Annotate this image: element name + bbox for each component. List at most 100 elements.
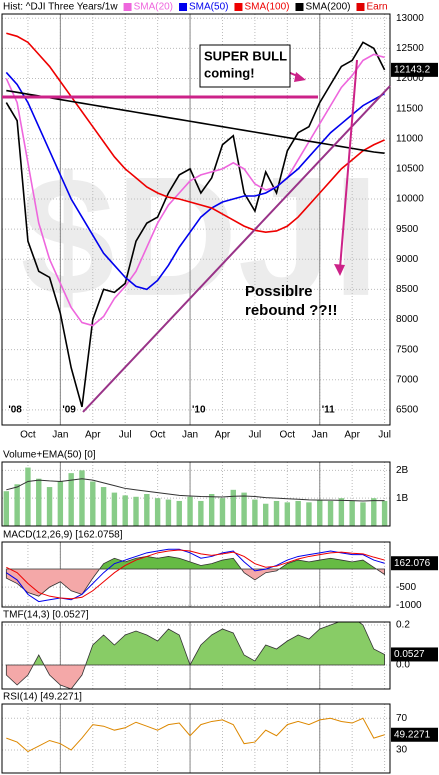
y-tick-label: 0.0 bbox=[396, 660, 410, 671]
value-box-label: 12143.2 bbox=[394, 64, 431, 75]
panel: $DJI'08'09'10'11 650070007500800085009000… bbox=[1, 2, 438, 441]
legend-label: SMA(100) bbox=[244, 2, 289, 13]
volume-bar bbox=[46, 487, 53, 526]
volume-bar bbox=[165, 499, 172, 526]
y-tick-label: 8500 bbox=[396, 284, 419, 295]
note-box bbox=[199, 44, 291, 88]
series-line bbox=[6, 717, 385, 753]
volume-bar bbox=[176, 500, 182, 526]
x-tick-label: Apr bbox=[344, 430, 360, 441]
series-line bbox=[6, 89, 385, 155]
volume-bar bbox=[360, 502, 366, 526]
y-tick-label: 10000 bbox=[396, 194, 424, 205]
panel-title: TMF(14,3) [0.0527] bbox=[3, 610, 89, 621]
trend-line bbox=[82, 85, 391, 413]
legend-swatch bbox=[179, 3, 188, 11]
annotation: rebound ??!! bbox=[245, 302, 337, 319]
value-box-label: 49.2271 bbox=[394, 729, 431, 740]
legend-swatch bbox=[234, 3, 243, 11]
value-box-label: 0.0527 bbox=[394, 649, 425, 660]
x-tick-label: Oct bbox=[280, 430, 296, 441]
value-box bbox=[391, 62, 438, 77]
plot-frame bbox=[1, 461, 391, 527]
series-line bbox=[6, 549, 385, 600]
arrow bbox=[339, 59, 358, 269]
x-tick-label: Jul bbox=[249, 430, 262, 441]
area-up bbox=[5, 622, 385, 665]
volume-bar bbox=[198, 500, 204, 526]
year-label: '11 bbox=[322, 405, 335, 416]
annotation: coming! bbox=[204, 65, 255, 80]
arrow-head bbox=[294, 72, 306, 82]
year-label: '09 bbox=[62, 405, 76, 416]
volume-bar bbox=[79, 470, 85, 526]
y-tick-label: -1000 bbox=[396, 600, 422, 611]
y-tick-label: -500 bbox=[396, 582, 416, 593]
plot-frame bbox=[1, 703, 391, 774]
x-tick-label: Jan bbox=[52, 430, 68, 441]
volume-bar bbox=[273, 500, 280, 526]
volume-bar bbox=[144, 494, 150, 526]
y-tick-label: 0.2 bbox=[396, 620, 410, 631]
y-tick-label: 9500 bbox=[396, 224, 419, 235]
y-tick-label: 7000 bbox=[396, 374, 419, 385]
area-up bbox=[5, 556, 385, 570]
arrow-head bbox=[334, 264, 345, 276]
y-tick-label: 11000 bbox=[396, 133, 424, 144]
value-box bbox=[391, 556, 438, 571]
volume-bar bbox=[327, 500, 334, 526]
value-box bbox=[391, 727, 438, 742]
year-label: '10 bbox=[192, 405, 206, 416]
y-tick-label: 12000 bbox=[396, 73, 424, 84]
x-tick-label: Jul bbox=[119, 430, 132, 441]
x-tick-label: Oct bbox=[20, 430, 36, 441]
panel-title: Hist: ^DJI Three Years/1w bbox=[3, 2, 118, 13]
volume-bar bbox=[57, 481, 64, 526]
volume-bar bbox=[349, 500, 355, 526]
volume-bar bbox=[317, 499, 323, 526]
volume-bar bbox=[68, 473, 74, 526]
price-line bbox=[5, 41, 386, 408]
panel-title: MACD(12,26,9) [162.0758] bbox=[3, 530, 123, 541]
area-down bbox=[5, 569, 385, 597]
legend-swatch bbox=[123, 3, 132, 11]
panel: 2B 1B Volume+EMA(50) [0] bbox=[1, 450, 409, 527]
legend-label: Earn bbox=[367, 2, 388, 13]
plot-frame bbox=[1, 541, 391, 608]
volume-bar bbox=[263, 503, 269, 526]
x-tick-label: Apr bbox=[215, 430, 231, 441]
x-tick-label: Jul bbox=[378, 430, 391, 441]
volume-bar bbox=[90, 481, 96, 526]
y-tick-label: 13000 bbox=[396, 13, 424, 24]
volume-bar bbox=[36, 478, 42, 526]
volume-bar bbox=[306, 502, 312, 526]
y-tick-label: 8000 bbox=[396, 314, 419, 325]
value-box-label: 162.076 bbox=[394, 558, 431, 569]
y-tick-label: 9000 bbox=[396, 254, 419, 265]
volume-bar bbox=[230, 489, 236, 526]
series-line bbox=[6, 32, 385, 233]
y-tick-label: 6500 bbox=[396, 405, 419, 416]
legend-swatch bbox=[356, 3, 365, 11]
y-tick-label: 70 bbox=[396, 713, 408, 724]
annotation: Possiblre bbox=[245, 283, 313, 300]
legend-swatch bbox=[295, 3, 304, 11]
volume-bar bbox=[241, 492, 247, 526]
y-tick-label: 10500 bbox=[396, 164, 424, 175]
volume-bar bbox=[371, 498, 377, 526]
volume-bar bbox=[122, 495, 128, 526]
y-tick-label: 12500 bbox=[396, 43, 424, 54]
legend-label: SMA(50) bbox=[189, 2, 228, 13]
panel-title: Volume+EMA(50) [0] bbox=[3, 450, 96, 461]
legend-label: SMA(20) bbox=[134, 2, 173, 13]
volume-bar bbox=[338, 498, 345, 526]
area-down bbox=[5, 665, 385, 689]
y-tick-label: 30 bbox=[396, 745, 408, 756]
panel: 0.2 0.00.0527 TMF(14,3) [0.0527] bbox=[1, 610, 438, 690]
panel: 70 30 49.2271 RSI(14) [49.2271] bbox=[1, 692, 438, 774]
volume-bar bbox=[208, 494, 215, 526]
plot-frame bbox=[1, 621, 391, 690]
volume-bar bbox=[381, 500, 388, 526]
x-tick-label: Oct bbox=[150, 430, 166, 441]
volume-bar bbox=[284, 502, 291, 526]
